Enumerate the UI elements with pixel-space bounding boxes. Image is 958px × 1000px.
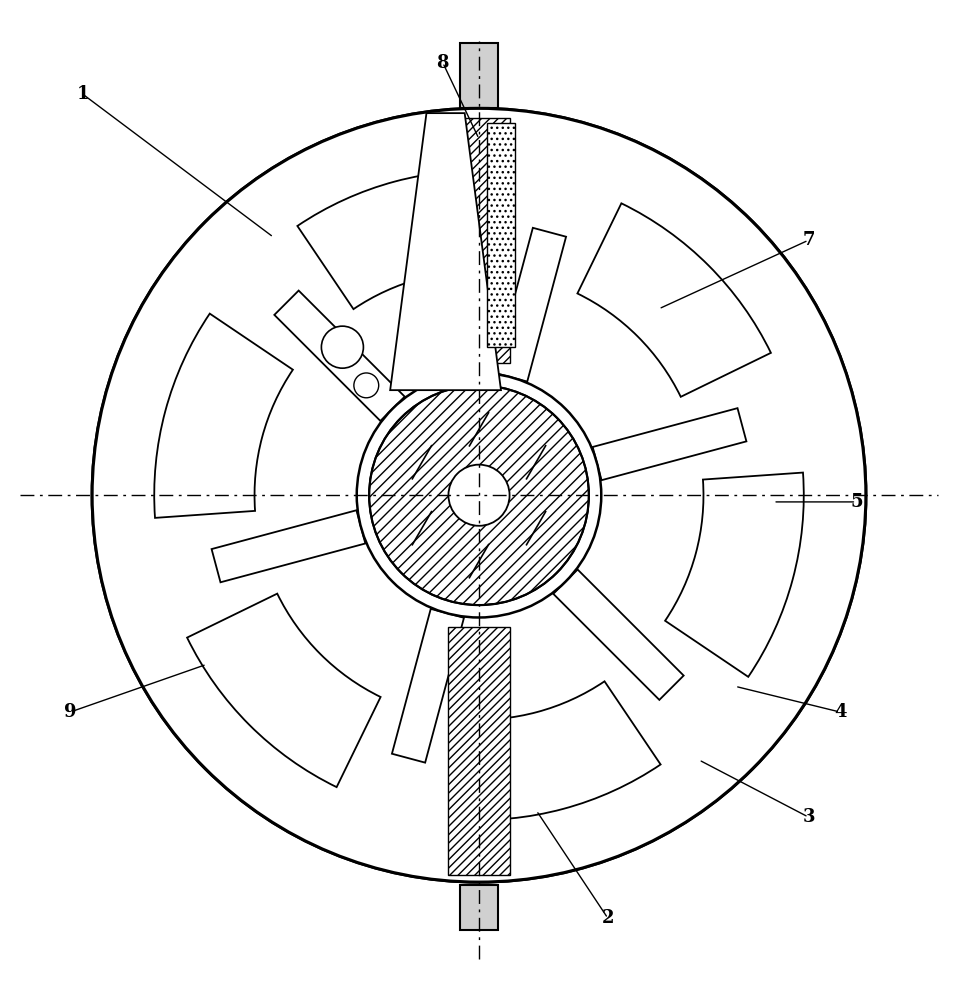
Wedge shape: [665, 473, 804, 677]
Circle shape: [356, 373, 602, 617]
Text: 7: 7: [802, 231, 815, 249]
Wedge shape: [297, 170, 502, 309]
Text: 4: 4: [833, 703, 846, 721]
Polygon shape: [448, 627, 510, 875]
Polygon shape: [487, 123, 515, 347]
Text: 2: 2: [602, 909, 614, 927]
Circle shape: [92, 108, 866, 882]
Circle shape: [354, 373, 378, 398]
Circle shape: [448, 465, 510, 526]
Polygon shape: [460, 885, 498, 930]
Text: 9: 9: [64, 703, 77, 721]
Text: 1: 1: [77, 85, 89, 103]
Polygon shape: [554, 570, 684, 700]
Text: 8: 8: [437, 54, 449, 72]
Wedge shape: [456, 681, 661, 820]
Wedge shape: [578, 203, 771, 397]
Text: 5: 5: [850, 493, 862, 511]
Polygon shape: [392, 609, 464, 763]
Circle shape: [369, 385, 589, 605]
Circle shape: [321, 326, 363, 368]
Polygon shape: [212, 510, 365, 582]
Text: 3: 3: [802, 808, 815, 826]
Polygon shape: [460, 43, 498, 108]
Wedge shape: [154, 314, 293, 518]
Circle shape: [92, 108, 866, 882]
Polygon shape: [448, 118, 510, 363]
Wedge shape: [187, 594, 380, 787]
Polygon shape: [274, 291, 404, 421]
Polygon shape: [593, 408, 746, 480]
Polygon shape: [494, 228, 566, 382]
Polygon shape: [390, 113, 501, 390]
